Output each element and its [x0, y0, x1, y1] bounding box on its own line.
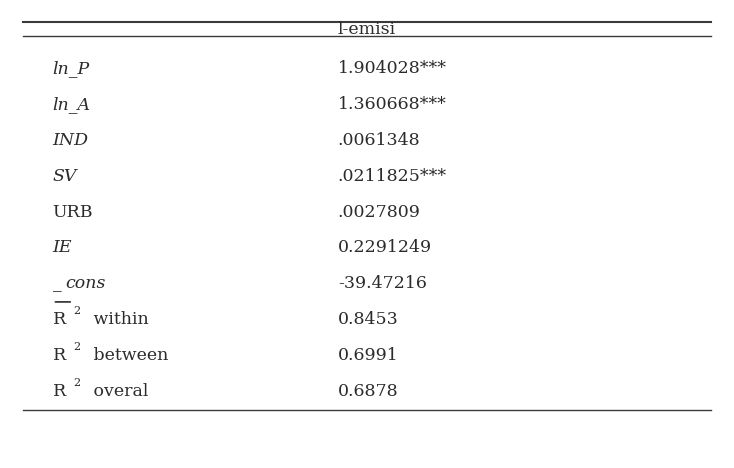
- Text: .0061348: .0061348: [338, 132, 421, 149]
- Text: 0.6991: 0.6991: [338, 347, 399, 364]
- Text: _: _: [53, 275, 62, 292]
- Text: -39.47216: -39.47216: [338, 275, 426, 292]
- Text: R: R: [53, 347, 66, 364]
- Text: overal: overal: [87, 383, 148, 400]
- Text: 1.360668***: 1.360668***: [338, 96, 446, 113]
- Text: 2: 2: [73, 342, 80, 352]
- Text: R: R: [53, 311, 66, 328]
- Text: 0.6878: 0.6878: [338, 383, 399, 400]
- Text: 1.904028***: 1.904028***: [338, 60, 447, 77]
- Text: 2: 2: [73, 306, 80, 316]
- Text: 2: 2: [73, 378, 80, 388]
- Text: .0211825***: .0211825***: [338, 168, 447, 185]
- Text: l-emisi: l-emisi: [338, 21, 396, 38]
- Text: ln_P: ln_P: [53, 60, 90, 77]
- Text: R: R: [53, 383, 66, 400]
- Text: IE: IE: [53, 240, 72, 256]
- Text: within: within: [87, 311, 148, 328]
- Text: cons: cons: [66, 275, 106, 292]
- Text: 0.8453: 0.8453: [338, 311, 399, 328]
- Text: SV: SV: [53, 168, 77, 185]
- Text: URB: URB: [53, 204, 93, 220]
- Text: ln_A: ln_A: [53, 96, 90, 113]
- Text: .0027809: .0027809: [338, 204, 421, 220]
- Text: between: between: [87, 347, 168, 364]
- Text: IND: IND: [53, 132, 89, 149]
- Text: 0.2291249: 0.2291249: [338, 240, 432, 256]
